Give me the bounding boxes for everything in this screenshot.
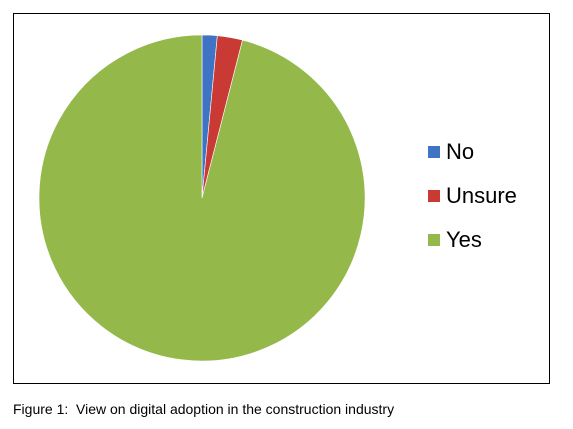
pie-slice-yes [38,34,366,362]
pie-chart [38,34,366,362]
legend-label-no: No [446,139,475,164]
legend-swatch-yes [428,234,440,246]
legend-item-unsure: Unsure [428,185,517,207]
legend-swatch-unsure [428,190,440,202]
chart-frame: No Unsure Yes [13,13,550,384]
pie-slices [38,34,366,362]
legend-label-yes: Yes [446,227,482,252]
legend-swatch-no [428,146,440,158]
legend-label-unsure: Unsure [446,183,517,208]
chart-legend: No Unsure Yes [428,141,517,273]
legend-item-no: No [428,141,517,163]
legend-item-yes: Yes [428,229,517,251]
figure-caption: Figure 1: View on digital adoption in th… [13,401,395,417]
